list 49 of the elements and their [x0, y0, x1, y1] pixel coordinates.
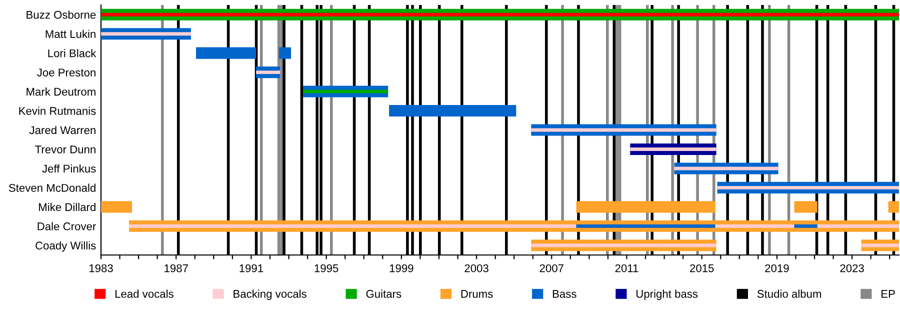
y-tick-label: Mark Deutrom — [26, 88, 96, 96]
bar — [101, 12, 899, 16]
y-tick-label: Dale Crover — [38, 222, 96, 230]
y-tick-label: Jeff Pinkus — [42, 164, 96, 173]
bar — [794, 201, 818, 213]
y-tick-label: Mike Dillard — [39, 202, 96, 212]
legend-label: Bass — [552, 290, 576, 298]
legend-label: Studio album — [757, 290, 822, 298]
y-tick-label: Lori Black — [48, 49, 96, 58]
legend-label: Drums — [461, 290, 493, 298]
legend-label: EP — [882, 290, 895, 298]
y-tick-label: Steven McDonald — [8, 184, 96, 192]
bar — [101, 32, 191, 36]
y-tick-label: Buzz Osborne — [26, 10, 96, 19]
bar — [101, 201, 132, 213]
y-tick-label: Joe Preston — [37, 68, 96, 76]
legend-label: Guitars — [366, 290, 402, 298]
x-tick-label: 1987 — [164, 264, 188, 272]
bar — [817, 224, 899, 228]
bar — [128, 224, 576, 228]
y-tick-label: Kevin Rutmanis — [19, 106, 96, 115]
bar — [256, 70, 280, 74]
bar — [674, 166, 778, 170]
legend-label: Upright bass — [636, 290, 698, 300]
bar — [888, 201, 899, 213]
x-tick-label: 2019 — [765, 264, 789, 272]
y-tick-label: Coady Willis — [36, 241, 96, 252]
bar — [196, 47, 256, 59]
x-tick-label: 1995 — [314, 264, 338, 272]
x-tick-label: 2011 — [615, 264, 638, 272]
x-tick-label: 2015 — [690, 264, 714, 272]
y-tick-label: Matt Lukin — [46, 30, 96, 38]
x-tick-label: 1991 — [240, 264, 264, 272]
x-tick-label: 1999 — [390, 264, 414, 272]
bar — [861, 244, 899, 248]
legend-label: Lead vocals — [115, 290, 174, 298]
x-tick-label: 2007 — [540, 264, 564, 272]
bar — [715, 224, 794, 228]
x-tick-label: 2023 — [840, 264, 864, 272]
y-tick-label: Trevor Dunn — [35, 146, 96, 154]
bar — [389, 105, 516, 117]
bar — [630, 148, 716, 151]
x-tick-label: 2003 — [464, 264, 488, 272]
bar — [717, 186, 899, 190]
legend-label: Backing vocals — [234, 290, 306, 300]
y-tick-label: Jared Warren — [29, 126, 96, 134]
bar — [531, 244, 716, 248]
x-tick-label: 1983 — [89, 264, 113, 272]
bar — [576, 201, 716, 213]
